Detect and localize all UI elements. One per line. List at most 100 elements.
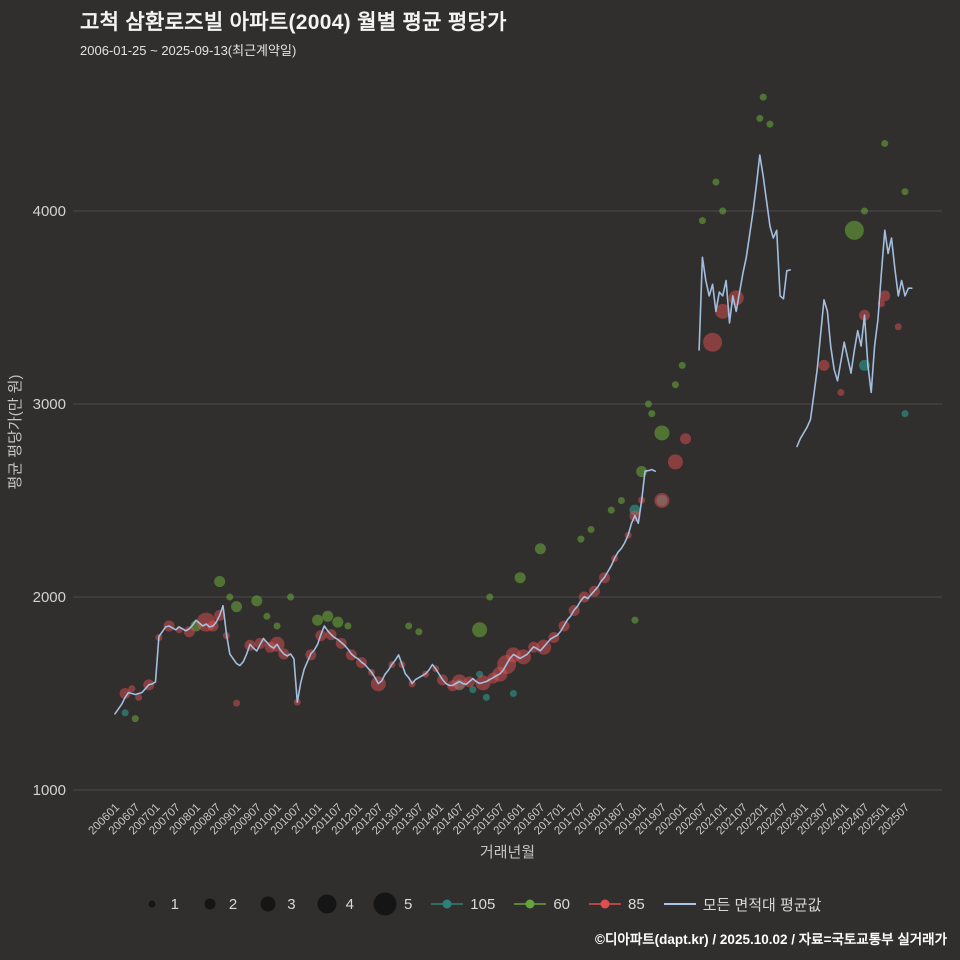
- bubble-60: [844, 220, 864, 240]
- bubble-60: [577, 535, 585, 543]
- chart-legend: 1 2 3 4 5 105 60 85 모든 면적대 평균값: [0, 888, 960, 920]
- average-line: [114, 468, 657, 715]
- bubble-60: [514, 572, 526, 584]
- size-dot-icon: [204, 898, 216, 910]
- average-line: [698, 154, 792, 351]
- legend-size-label: 4: [345, 895, 354, 913]
- legend-series-label: 85: [628, 895, 645, 913]
- y-tick-label: 3000: [33, 396, 66, 413]
- bubble-60: [617, 497, 625, 504]
- bubble-line-chart: 1000200030004000200601200607200701200707…: [7, 93, 942, 861]
- bubble-60: [131, 715, 139, 723]
- bubble-60: [678, 361, 686, 369]
- legend-series-60[interactable]: 60: [513, 896, 570, 913]
- bubble-60: [901, 188, 909, 196]
- legend-size-2[interactable]: 2: [197, 891, 237, 917]
- y-tick-label: 1000: [33, 782, 66, 799]
- y-axis-title: 평균 평당가(만 원): [7, 375, 24, 490]
- bubble-60: [231, 601, 243, 613]
- legend-series-105[interactable]: 105: [430, 896, 495, 913]
- bubble-60: [719, 207, 727, 215]
- legend-series-average-line[interactable]: 모든 면적대 평균값: [663, 894, 822, 915]
- size-dot-icon: [317, 894, 337, 914]
- line-marker-icon: [663, 903, 696, 905]
- page-title: 고척 삼환로즈빌 아파트(2004) 월별 평균 평당가: [80, 11, 507, 34]
- bubble-60: [860, 207, 868, 215]
- legend-series-label: 105: [470, 895, 496, 913]
- legend-series-85[interactable]: 85: [588, 896, 645, 913]
- bubble-85: [879, 290, 891, 302]
- bubble-60: [472, 622, 488, 638]
- bubble-60: [415, 628, 423, 636]
- bubble-105: [901, 410, 909, 418]
- legend-series-label: 60: [553, 895, 570, 913]
- bubble-85: [183, 626, 195, 638]
- credit-line: ©디아파트(dapt.kr) / 2025.10.02 / 자료=국토교통부 실…: [595, 932, 947, 947]
- legend-series-label: 모든 면적대 평균값: [702, 896, 822, 914]
- bubble-85: [128, 685, 136, 693]
- bubble-60: [756, 114, 764, 122]
- bubble-85: [233, 699, 241, 707]
- y-tick-label: 4000: [33, 203, 66, 220]
- bubble-60: [344, 622, 352, 630]
- bubble-60: [332, 616, 344, 628]
- bubble-85: [680, 433, 692, 445]
- bubble-60: [486, 593, 494, 601]
- bubble-60: [322, 610, 334, 622]
- date-range-subtitle: 2006-01-25 ~ 2025-09-13(최근계약일): [80, 43, 297, 58]
- legend-size-4[interactable]: 4: [314, 891, 354, 917]
- bubble-85: [703, 332, 723, 352]
- legend-size-label: 5: [403, 895, 413, 913]
- bubble-105: [121, 709, 129, 717]
- bubble-105: [482, 693, 490, 701]
- bubble-85: [119, 688, 131, 699]
- bubble-60: [405, 622, 413, 630]
- bubble-85: [654, 493, 670, 508]
- bubble-85: [715, 303, 731, 319]
- bubble-60: [759, 93, 767, 101]
- bubble-60: [644, 400, 652, 408]
- bubble-85: [728, 290, 744, 306]
- legend-size-label: 2: [228, 895, 238, 913]
- bubble-60: [698, 217, 706, 225]
- bubble-85: [837, 388, 845, 396]
- bubble-60: [251, 595, 263, 607]
- size-dot-icon: [260, 896, 276, 912]
- bubble-60: [312, 614, 324, 626]
- series-marker-icon: [431, 899, 464, 909]
- legend-size-5[interactable]: 5: [372, 891, 412, 917]
- legend-size-3[interactable]: 3: [255, 891, 296, 917]
- bubble-60: [631, 616, 639, 624]
- series-marker-icon: [589, 899, 621, 909]
- size-dot-icon: [373, 892, 397, 916]
- bubble-60: [287, 593, 295, 601]
- legend-size-label: 3: [287, 895, 296, 913]
- bubble-60: [273, 622, 281, 630]
- bubble-60: [654, 425, 670, 441]
- bubble-60: [263, 612, 271, 620]
- bubble-60: [226, 593, 234, 601]
- bubble-85: [818, 359, 830, 371]
- y-tick-label: 2000: [33, 589, 66, 606]
- bubble-105: [509, 690, 517, 697]
- size-dot-icon: [148, 900, 156, 908]
- legend-size-1[interactable]: 1: [139, 891, 179, 917]
- legend-size-label: 1: [170, 895, 179, 913]
- series-marker-icon: [514, 899, 547, 909]
- x-axis-title: 거래년월: [480, 844, 535, 861]
- bubble-60: [534, 543, 546, 555]
- bubble-60: [712, 178, 720, 186]
- bubble-60: [214, 576, 226, 588]
- bubble-60: [587, 525, 595, 533]
- bubble-60: [881, 139, 889, 147]
- bubble-60: [648, 410, 656, 418]
- bubble-85: [894, 323, 902, 331]
- bubble-60: [671, 381, 679, 389]
- average-line: [796, 229, 913, 448]
- bubble-105: [469, 686, 477, 694]
- bubble-85: [667, 454, 683, 470]
- bubble-60: [607, 506, 615, 514]
- bubble-60: [766, 120, 774, 128]
- bubble-85: [135, 693, 143, 701]
